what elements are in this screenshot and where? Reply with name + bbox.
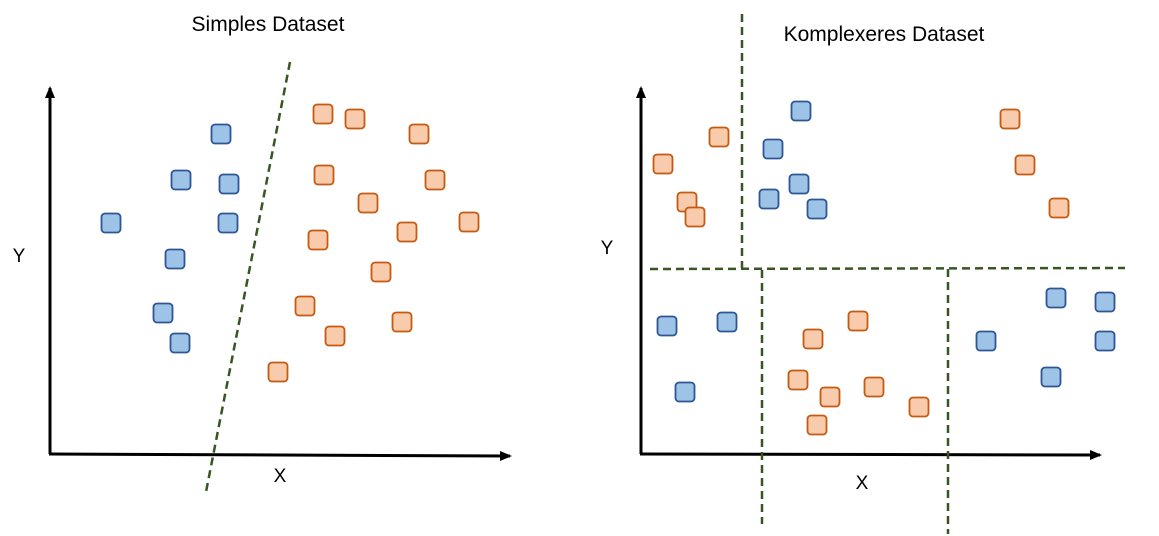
right-x-axis-label: X (856, 473, 869, 494)
right-blue-point (1094, 330, 1116, 352)
left-orange-point (313, 164, 335, 186)
right-blue-point (788, 173, 810, 195)
right-orange-point (684, 206, 706, 228)
left-orange-point (344, 108, 366, 130)
right-blue-point (790, 100, 812, 122)
left-panel: Simples Dataset Y X (13, 13, 512, 493)
right-blue-point (975, 330, 997, 352)
right-orange-point (708, 126, 730, 148)
right-orange-point (819, 386, 841, 408)
right-data-points (652, 100, 1116, 436)
right-orange-point (1014, 154, 1036, 176)
right-blue-point (1045, 287, 1067, 309)
left-panel-title: Simples Dataset (192, 13, 345, 36)
left-orange-point (408, 123, 430, 145)
left-blue-point (217, 212, 239, 234)
right-orange-point (847, 310, 869, 332)
right-blue-point (1094, 291, 1116, 313)
left-y-axis-label: Y (13, 246, 26, 267)
left-blue-point (164, 248, 186, 270)
left-orange-point (294, 295, 316, 317)
left-decision-boundaries (204, 61, 292, 493)
right-orange-point (652, 153, 674, 175)
left-orange-point (312, 103, 334, 125)
left-blue-point (218, 173, 240, 195)
left-x-axis-label: X (274, 466, 287, 487)
left-orange-point (424, 169, 446, 191)
right-blue-point (758, 188, 780, 210)
left-orange-point (324, 325, 346, 347)
right-orange-point (802, 328, 824, 350)
right-orange-point (908, 396, 930, 418)
right-x-axis (639, 449, 1102, 460)
right-orange-point (787, 369, 809, 391)
left-blue-point (169, 332, 191, 354)
right-decision-boundaries (649, 14, 1126, 534)
left-data-points (100, 103, 480, 383)
left-boundary-line (204, 61, 292, 493)
right-orange-point (999, 108, 1021, 130)
right-y-axis-label: Y (601, 238, 614, 259)
left-orange-point (307, 229, 329, 251)
left-blue-point (210, 123, 232, 145)
right-blue-point (806, 198, 828, 220)
right-panel: Komplexeres Dataset Y X (601, 14, 1126, 534)
left-blue-point (100, 212, 122, 234)
left-x-axis (48, 450, 512, 461)
left-orange-point (458, 211, 480, 233)
left-orange-point (396, 221, 418, 243)
right-orange-point (863, 376, 885, 398)
left-orange-point (391, 311, 413, 333)
right-boundary-line (649, 266, 1126, 271)
left-blue-point (152, 302, 174, 324)
right-panel-title: Komplexeres Dataset (784, 23, 985, 46)
right-orange-point (806, 414, 828, 436)
right-blue-point (762, 138, 784, 160)
left-orange-point (370, 261, 392, 283)
right-orange-point (1048, 197, 1070, 219)
right-blue-point (656, 315, 678, 337)
right-blue-point (1040, 366, 1062, 388)
left-orange-point (357, 192, 379, 214)
left-blue-point (170, 169, 192, 191)
left-orange-point (267, 361, 289, 383)
right-blue-point (716, 311, 738, 333)
right-blue-point (674, 381, 696, 403)
